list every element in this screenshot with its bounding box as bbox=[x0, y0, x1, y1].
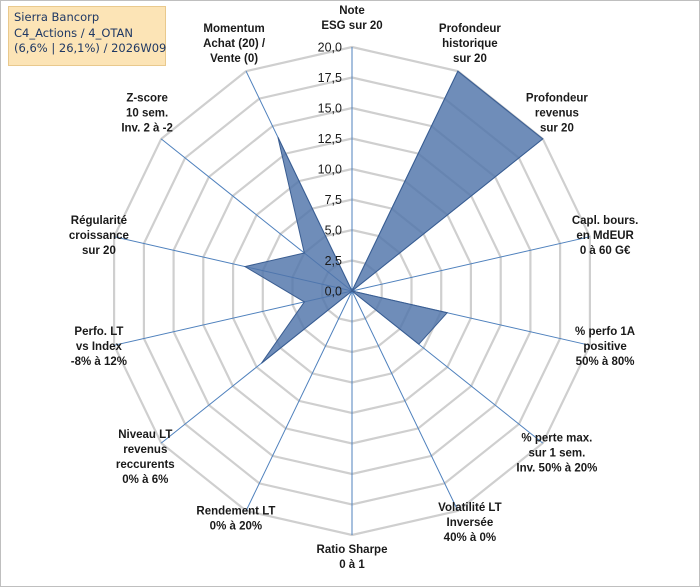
axis-label: Ratio Sharpe 0 à 1 bbox=[317, 544, 388, 571]
tick-label: 17,5 bbox=[318, 71, 342, 85]
info-category: C4_Actions / 4_OTAN bbox=[14, 25, 134, 40]
tick-label: 0,0 bbox=[325, 285, 342, 299]
tick-label: 20,0 bbox=[318, 41, 342, 55]
axis-spoke bbox=[245, 290, 353, 512]
axis-label: Momentum Achat (20) / Vente (0) bbox=[203, 23, 266, 65]
axis-label: % perte max. sur 1 sem. Inv. 50% à 20% bbox=[516, 433, 597, 475]
tick-label: 7,5 bbox=[325, 193, 342, 207]
radar-axis-labels: Note ESG sur 20 Profondeur historique sur 20… bbox=[69, 5, 638, 571]
axis-label: Niveau LT revenus reccurents 0% à 6% bbox=[116, 429, 175, 486]
axis-spoke bbox=[351, 236, 591, 292]
axis-label: Z-score 10 sem. Inv. 2 à -2 bbox=[121, 92, 173, 134]
info-company-name: Sierra Bancorp bbox=[14, 10, 100, 24]
axis-label: Capl. bours. en MdEUR 0 à 60 G€ bbox=[572, 215, 638, 257]
axis-label: Régularité croissance sur 20 bbox=[69, 215, 129, 257]
radar-tick-labels: 0,0 2,5 5,0 7,5 10,0 12,5 15,0 17,5 20,0 bbox=[318, 41, 342, 299]
axis-label: % perfo 1A positive 50% à 80% bbox=[575, 326, 635, 368]
tick-label: 10,0 bbox=[318, 163, 342, 177]
axis-label: Volatilité LT Inversée 40% à 0% bbox=[438, 502, 501, 544]
axis-label: Perfo. LT vs Index -8% à 12% bbox=[71, 326, 127, 368]
axis-label: Note ESG sur 20 bbox=[321, 5, 382, 32]
info-box: Sierra Bancorp C4_Actions / 4_OTAN (6,6%… bbox=[8, 6, 166, 66]
axis-spoke bbox=[351, 290, 459, 512]
axis-label: Profondeur revenus sur 20 bbox=[526, 92, 588, 134]
radar-series bbox=[243, 70, 544, 364]
tick-label: 15,0 bbox=[318, 102, 342, 116]
axis-label: Profondeur historique sur 20 bbox=[439, 23, 501, 65]
tick-label: 2,5 bbox=[325, 254, 342, 268]
tick-label: 5,0 bbox=[325, 224, 342, 238]
tick-label: 12,5 bbox=[318, 132, 342, 146]
series-area bbox=[243, 70, 544, 364]
axis-label: Rendement LT 0% à 20% bbox=[196, 506, 275, 533]
info-period: (6,6% | 26,1%) / 2026W09 bbox=[14, 41, 167, 55]
